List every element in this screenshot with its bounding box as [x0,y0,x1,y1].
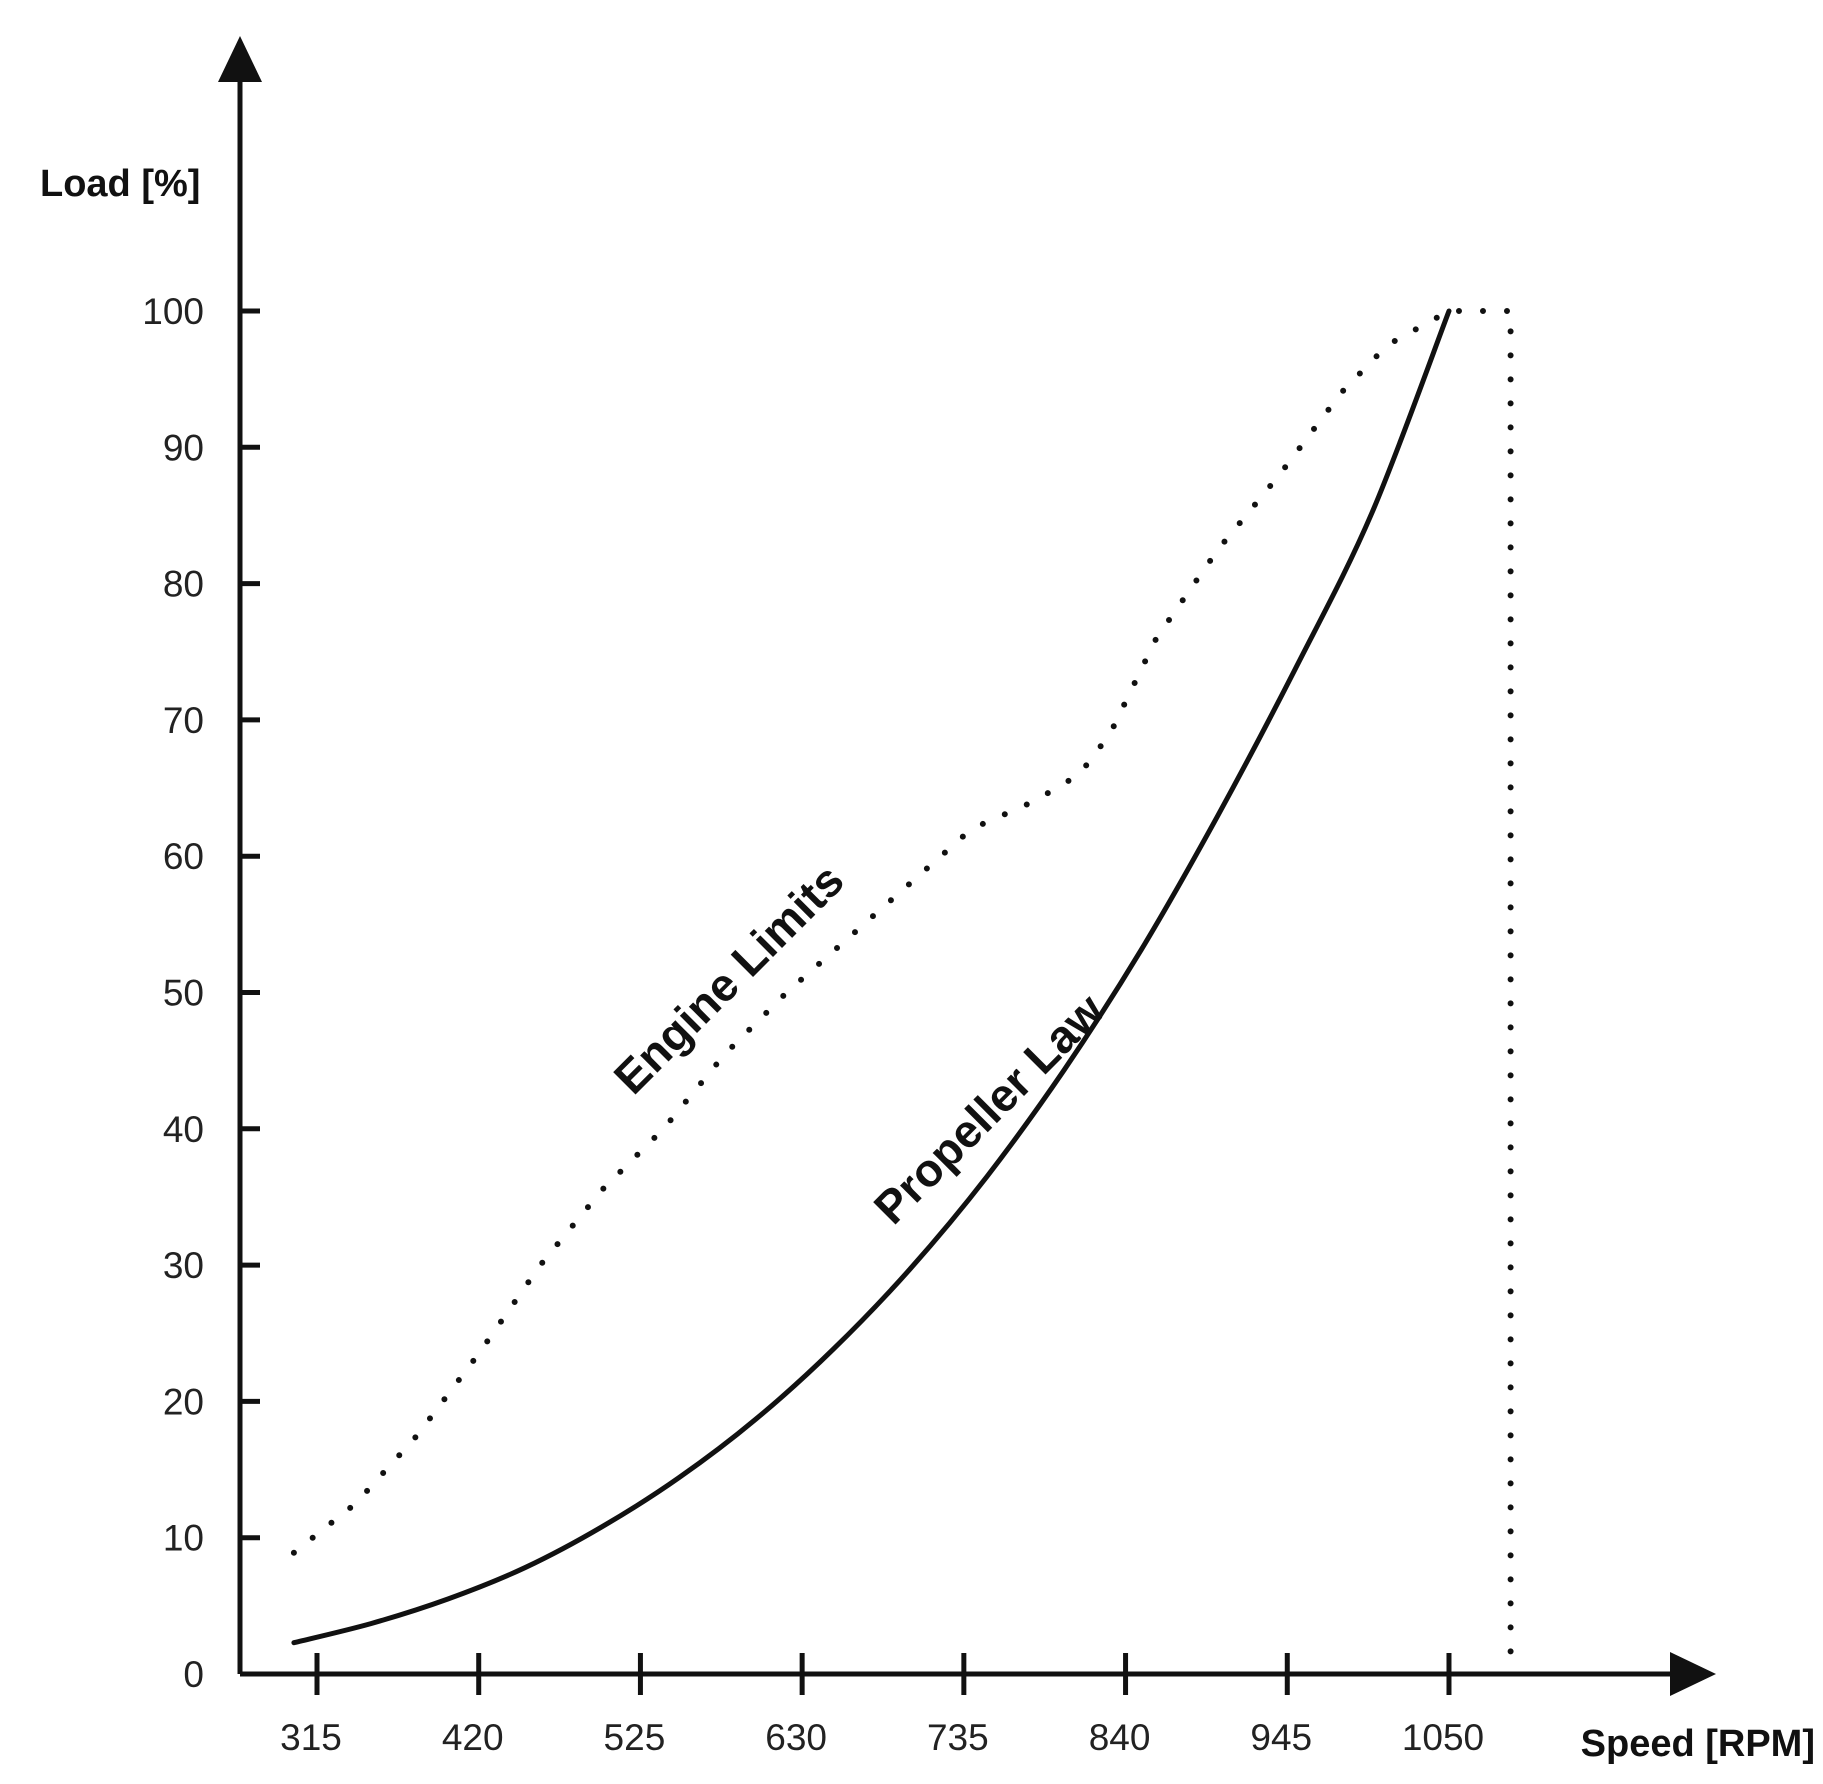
x-axis-label: Speed [RPM] [1581,1723,1815,1765]
y-tick-label: 80 [163,564,204,605]
y-tick-label: 30 [163,1245,204,1286]
x-tick-label: 630 [765,1717,827,1758]
y-tick-label: 100 [142,291,204,332]
y-tick-label: 10 [163,1518,204,1559]
y-tick-label: 40 [163,1109,204,1150]
propeller-law-curve [291,308,1452,1646]
x-tick-label: 735 [927,1717,989,1758]
y-tick-label: 70 [163,700,204,741]
x-axis-ticks: 315 420 525 630 735 840 945 1050 [280,1653,1484,1758]
x-axis-arrow-head [1670,1652,1716,1696]
y-tick-label: 0 [183,1654,204,1695]
x-tick-label: 315 [280,1717,342,1758]
y-tick-label: 50 [163,973,204,1014]
y-axis-arrow-head [218,36,262,82]
propeller-law-label: Propeller Law [864,983,1114,1233]
x-tick-label: 525 [604,1717,666,1758]
y-tick-label: 20 [163,1381,204,1422]
y-tick-label: 90 [163,427,204,468]
engine-limits-label: Engine Limits [604,854,854,1104]
y-axis-ticks: 0 10 20 30 40 50 60 70 80 90 100 [142,291,260,1695]
engine-limits-curve [290,308,1514,1677]
x-tick-label: 420 [442,1717,504,1758]
x-tick-label: 840 [1089,1717,1151,1758]
series-layer [290,308,1514,1677]
y-axis-label: Load [%] [40,163,200,205]
y-tick-label: 60 [163,836,204,877]
x-tick-label: 1050 [1402,1717,1484,1758]
x-tick-label: 945 [1250,1717,1312,1758]
plot-area: 0 10 20 30 40 50 60 70 80 90 100 315 420 525 630 735 84… [40,36,1815,1765]
